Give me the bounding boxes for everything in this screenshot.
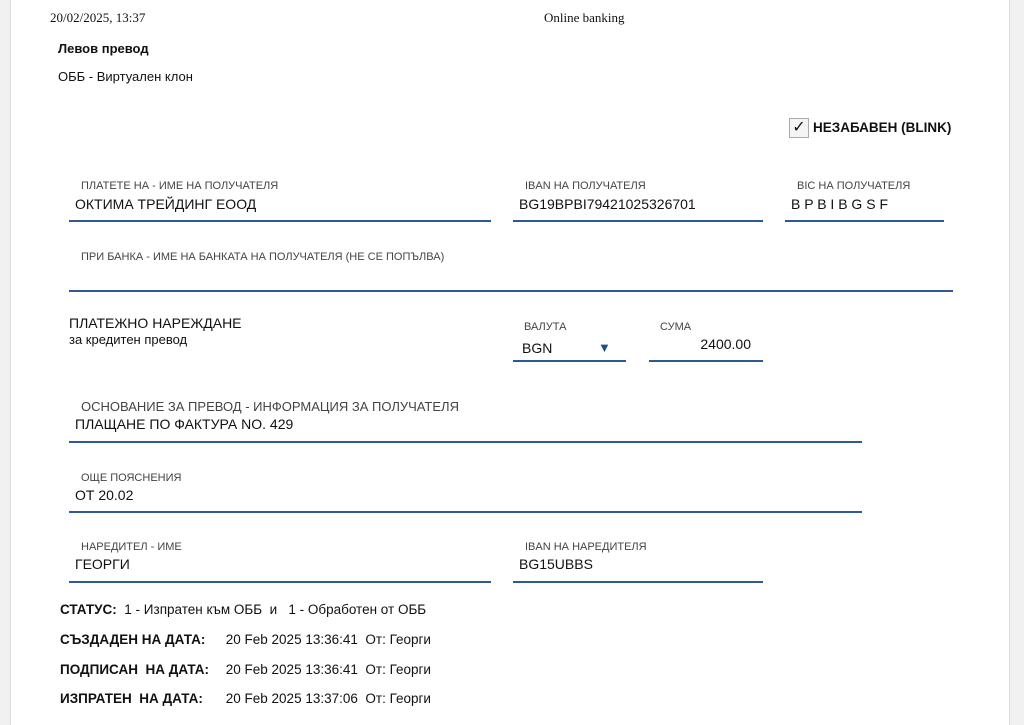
bank-name-label: ПРИ БАНКА - ИМЕ НА БАНКАТА НА ПОЛУЧАТЕЛЯ… <box>81 251 445 263</box>
currency-label: ВАЛУТА <box>524 321 567 333</box>
status-row: СТАТУС: 1 - Изпратен към ОББ и 1 - Обраб… <box>60 602 426 617</box>
details-label: ОЩЕ ПОЯСНЕНИЯ <box>81 472 182 484</box>
created-label: СЪЗДАДЕН НА ДАТА: <box>60 632 206 647</box>
document-page: 20/02/2025, 13:37 Online banking Левов п… <box>10 0 1010 725</box>
urgent-label: НЕЗАБАВЕН (BLINK) <box>813 120 952 135</box>
orderer-name-label: НАРЕДИТЕЛ - ИМЕ <box>81 541 182 553</box>
sent-row: ИЗПРАТЕН НА ДАТА: 20 Feb 2025 13:37:06 О… <box>60 691 431 706</box>
field-underline <box>785 220 944 222</box>
signed-value: 20 Feb 2025 13:36:41 От: Георги <box>225 662 431 677</box>
beneficiary-name-field[interactable]: ОКТИМА ТРЕЙДИНГ ЕООД <box>75 196 257 212</box>
dropdown-arrow-icon[interactable]: ▼ <box>598 340 611 355</box>
amount-field[interactable]: 2400.00 <box>700 336 751 352</box>
field-underline <box>649 360 763 362</box>
signed-row: ПОДПИСАН НА ДАТА: 20 Feb 2025 13:36:41 О… <box>60 662 431 677</box>
print-title: Online banking <box>544 10 625 25</box>
order-type-title: ПЛАТЕЖНО НАРЕЖДАНЕ <box>69 315 242 331</box>
created-row: СЪЗДАДЕН НА ДАТА: 20 Feb 2025 13:36:41 О… <box>60 632 431 647</box>
field-underline <box>69 441 862 443</box>
doc-title: Левов превод <box>58 41 149 56</box>
checkmark-icon: ✓ <box>792 119 806 136</box>
currency-select[interactable]: BGN <box>522 340 553 356</box>
orderer-iban-label: IBAN НА НАРЕДИТЕЛЯ <box>525 541 647 553</box>
created-value: 20 Feb 2025 13:36:41 От: Георги <box>225 632 431 647</box>
status-value: 1 - Изпратен към ОББ и 1 - Обработен от … <box>124 602 427 617</box>
field-underline <box>69 581 491 583</box>
orderer-name-field[interactable]: ГЕОРГИ <box>75 556 130 572</box>
reason-field[interactable]: ПЛАЩАНЕ ПО ФАКТУРА NO. 429 <box>75 416 294 432</box>
urgent-checkbox[interactable]: ✓ <box>789 118 809 138</box>
amount-label: СУМА <box>660 321 692 333</box>
print-datetime: 20/02/2025, 13:37 <box>50 10 146 25</box>
beneficiary-bic-label: BIC НА ПОЛУЧАТЕЛЯ <box>797 180 911 192</box>
field-underline <box>513 220 763 222</box>
field-underline <box>513 360 626 362</box>
beneficiary-iban-label: IBAN НА ПОЛУЧАТЕЛЯ <box>525 180 646 192</box>
details-field[interactable]: ОТ 20.02 <box>75 487 134 503</box>
beneficiary-name-label: ПЛАТЕТЕ НА - ИМЕ НА ПОЛУЧАТЕЛЯ <box>81 180 279 192</box>
sent-label: ИЗПРАТЕН НА ДАТА: <box>60 691 203 706</box>
branch-name: ОББ - Виртуален клон <box>58 69 193 84</box>
beneficiary-iban-field[interactable]: BG19BPBI79421025326701 <box>519 196 696 212</box>
orderer-iban-field[interactable]: BG15UBBS <box>519 556 593 572</box>
order-type-subtitle: за кредитен превод <box>69 332 188 347</box>
field-underline <box>69 511 862 513</box>
sent-value: 20 Feb 2025 13:37:06 От: Георги <box>225 691 431 706</box>
field-underline <box>69 290 953 292</box>
status-label: СТАТУС: <box>60 602 117 617</box>
reason-label: ОСНОВАНИЕ ЗА ПРЕВОД - ИНФОРМАЦИЯ ЗА ПОЛУ… <box>81 399 459 414</box>
signed-label: ПОДПИСАН НА ДАТА: <box>60 662 210 677</box>
field-underline <box>69 220 491 222</box>
field-underline <box>513 581 763 583</box>
beneficiary-bic-field[interactable]: B P B I B G S F <box>791 196 888 212</box>
